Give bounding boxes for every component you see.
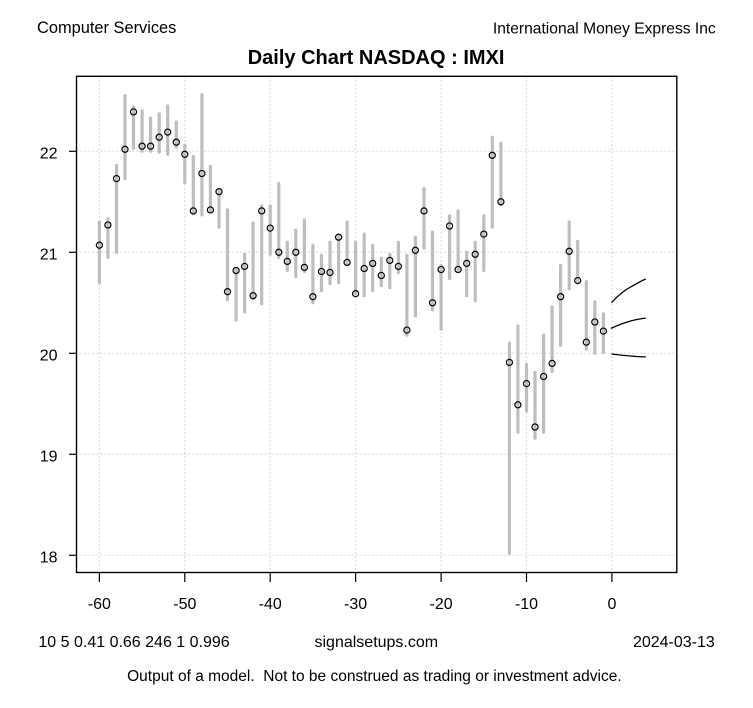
svg-text:18: 18: [40, 549, 58, 566]
svg-text:-50: -50: [173, 596, 196, 613]
svg-text:-20: -20: [430, 596, 453, 613]
svg-text:-60: -60: [88, 596, 111, 613]
svg-text:-10: -10: [515, 596, 538, 613]
svg-text:20: 20: [40, 347, 58, 364]
svg-text:Output of a model. Not to be: Output of a model. Not to be construed a…: [127, 668, 622, 685]
svg-text:International Money Express In: International Money Express Inc: [493, 21, 716, 38]
svg-text:signalsetups.com: signalsetups.com: [314, 634, 438, 651]
svg-text:10 5 0.41 0.66 246 1 0.996: 10 5 0.41 0.66 246 1 0.996: [38, 634, 229, 651]
svg-text:-30: -30: [344, 596, 367, 613]
svg-text:21: 21: [40, 246, 58, 263]
svg-text:Daily Chart NASDAQ : IMXI: Daily Chart NASDAQ : IMXI: [248, 47, 505, 69]
svg-text:19: 19: [40, 448, 58, 465]
svg-text:Computer Services: Computer Services: [37, 19, 176, 37]
svg-text:2024-03-13: 2024-03-13: [633, 634, 715, 651]
svg-text:22: 22: [40, 145, 58, 162]
svg-text:0: 0: [607, 596, 616, 613]
svg-text:-40: -40: [259, 596, 282, 613]
